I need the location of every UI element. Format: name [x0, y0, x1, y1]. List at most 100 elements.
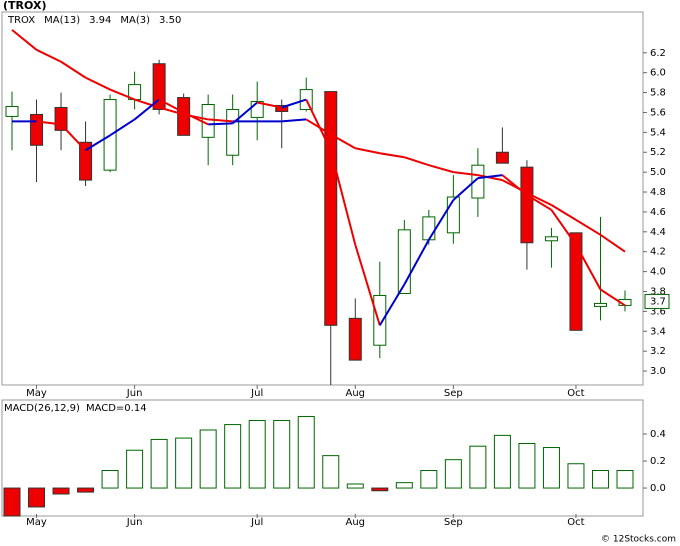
y-tick-label: 6.2 — [650, 48, 666, 59]
ma-segment — [599, 288, 626, 307]
x-tick-label: May — [26, 517, 47, 528]
x-tick-label: Aug — [346, 388, 366, 399]
ma-segment — [404, 156, 430, 167]
macd-bar — [567, 463, 585, 489]
chart-title: (TROX) — [3, 0, 46, 12]
macd-bar — [469, 445, 487, 489]
ma-segment — [599, 233, 626, 253]
x-tick-label: Oct — [567, 517, 584, 528]
ma-segment — [550, 204, 577, 221]
ma-segment — [575, 244, 602, 290]
macd-bar — [591, 469, 609, 489]
candle-body — [544, 236, 558, 242]
y-tick-label: 5.8 — [650, 88, 666, 99]
y-tick-label: 0.4 — [650, 429, 666, 440]
y-tick-label: 5.2 — [650, 147, 666, 158]
macd-bar — [3, 487, 21, 517]
legend-text: 3.94 — [89, 15, 111, 26]
macd-bar — [273, 420, 291, 489]
y-tick-label: 0.2 — [650, 456, 666, 467]
ma-segment — [158, 98, 185, 114]
ma-segment — [85, 134, 111, 152]
ma-segment — [11, 29, 38, 51]
ma-segment — [354, 244, 381, 326]
candle-body — [348, 317, 362, 361]
y-tick-label: 4.4 — [650, 227, 666, 238]
macd-bar — [371, 487, 389, 492]
candle-body — [593, 302, 607, 307]
legend-text: MA(13) — [44, 15, 80, 26]
ma-segment — [36, 48, 62, 63]
y-tick-label: 6.0 — [650, 68, 666, 79]
macd-bar — [175, 437, 193, 489]
y-tick-label: 4.0 — [650, 267, 666, 278]
candle-body — [30, 113, 44, 146]
ma-segment — [378, 284, 406, 326]
macd-bar — [322, 455, 340, 489]
ma-segment — [85, 76, 111, 91]
candle-body — [324, 91, 338, 326]
ma-segment — [158, 106, 184, 116]
ma-segment — [550, 209, 577, 246]
macd-bar — [126, 449, 144, 489]
ma-segment — [36, 120, 62, 126]
y-tick-label: 3.4 — [650, 326, 666, 337]
candle-body — [471, 164, 485, 199]
macd-bar — [101, 469, 119, 489]
candle-body — [495, 151, 509, 164]
candle-body — [422, 216, 436, 241]
candle-body — [275, 104, 289, 112]
macd-bar — [297, 415, 315, 489]
macd-bar — [616, 469, 634, 489]
ma-segment — [305, 99, 332, 151]
macd-bar — [444, 459, 462, 489]
candle-body — [152, 63, 166, 110]
price-panel — [1, 11, 644, 386]
x-tick-label: Sep — [444, 388, 463, 399]
x-tick-label: Jul — [250, 517, 263, 528]
y-tick-label: 0.0 — [650, 483, 666, 494]
credit: © 12Stocks.com — [601, 535, 676, 545]
ma-segment — [60, 123, 87, 151]
candle-body — [226, 108, 240, 156]
macd-bar — [77, 487, 95, 493]
legend-text: TROX — [7, 15, 35, 26]
macd-bar — [150, 438, 168, 489]
ma-segment — [60, 60, 87, 79]
y-tick-label: 5.6 — [650, 107, 666, 118]
legend-value: MACD=0.14 — [86, 403, 147, 414]
macd-bar — [493, 434, 511, 489]
macd-bar — [542, 447, 560, 489]
candle-body — [373, 294, 387, 346]
ma-segment — [330, 133, 356, 150]
ma-segment — [232, 101, 258, 125]
legend-text: 3.50 — [159, 15, 181, 26]
ma-segment — [257, 101, 282, 109]
macd-bar — [52, 487, 70, 495]
ma-segment — [526, 192, 552, 206]
y-tick-label: 3.0 — [650, 366, 666, 377]
ma-segment — [133, 98, 160, 121]
candle-body — [54, 106, 68, 131]
candle-body — [520, 166, 534, 244]
last-price-box — [644, 293, 670, 309]
candle-body — [5, 105, 19, 117]
x-tick-label: Sep — [444, 517, 463, 528]
ma-segment — [208, 118, 233, 123]
legend-text: MACD(26,12,9) — [4, 403, 80, 414]
macd-bar — [248, 420, 266, 489]
candle-body — [569, 232, 583, 331]
ma-segment — [526, 194, 552, 211]
y-tick-label: 4.6 — [650, 207, 666, 218]
ma-segment — [379, 152, 405, 159]
candle-body — [446, 196, 460, 234]
y-tick-label: 5.0 — [650, 167, 666, 178]
ma-segment — [501, 174, 528, 196]
ma-segment — [281, 118, 307, 123]
candle-body — [177, 97, 191, 136]
macd-bar — [28, 487, 46, 508]
x-tick-label: Jul — [250, 388, 263, 399]
ma-segment — [134, 98, 160, 109]
ma-segment — [281, 98, 307, 109]
